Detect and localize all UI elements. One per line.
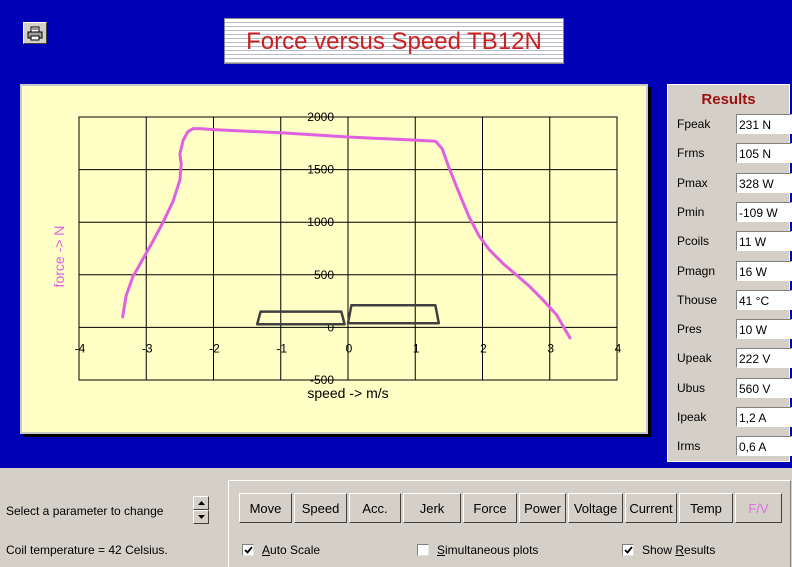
chart-title: Force versus Speed TB12N	[246, 28, 542, 55]
y-tick-label: 1000	[307, 215, 334, 229]
parameter-spinner[interactable]	[193, 496, 209, 524]
x-tick-label: -3	[142, 341, 153, 355]
checkbox-box[interactable]	[242, 544, 254, 556]
result-row-pcoils: Pcoils 11 W	[677, 231, 792, 253]
result-label: Fpeak	[677, 117, 711, 131]
arrow-up-icon	[197, 501, 205, 505]
result-value: 560 V	[736, 377, 792, 398]
arrow-down-icon	[197, 515, 205, 519]
plot-button-temp[interactable]: Temp	[679, 493, 733, 523]
result-label: Ipeak	[677, 410, 707, 424]
checkbox-label: Show Results	[642, 543, 716, 557]
parameter-label: Select a parameter to change	[6, 504, 164, 518]
result-label: Pcoils	[677, 234, 710, 249]
result-value: 16 W	[736, 260, 792, 281]
check-icon	[623, 546, 633, 554]
result-label: Irms	[677, 439, 701, 454]
x-tick-label: 3	[547, 341, 554, 355]
printer-icon	[27, 26, 43, 40]
plot-button-force[interactable]: Force	[463, 493, 517, 523]
x-tick-label: 4	[615, 341, 622, 355]
plot-type-toolbar: Move Speed Acc. Jerk Force Power Voltage Curren…	[228, 480, 791, 567]
result-label: Thouse	[677, 292, 718, 307]
results-title: Results	[701, 91, 756, 108]
result-row-pres: Pres 10 W	[677, 319, 792, 341]
result-row-irms: Irms 0,6 A	[677, 436, 792, 458]
checkbox-auto-scale[interactable]: Auto Scale	[242, 542, 320, 558]
result-value: 0,6 A	[736, 436, 792, 457]
x-tick-label: -2	[209, 341, 220, 355]
check-icon	[243, 546, 253, 554]
result-value: 231 N	[736, 114, 792, 134]
coil-temperature-label: Coil temperature = 42 Celsius.	[6, 543, 168, 557]
x-axis-label: speed -> m/s	[307, 385, 388, 401]
chart-title-box: Force versus Speed TB12N	[224, 18, 564, 64]
result-label: Pmagn	[677, 263, 716, 278]
plot-button-speed[interactable]: Speed	[294, 493, 347, 523]
result-value: 222 V	[736, 348, 792, 369]
result-row-thouse: Thouse 41 °C	[677, 289, 792, 312]
result-value: 1,2 A	[736, 407, 792, 427]
plot-button-current[interactable]: Current	[625, 493, 677, 523]
result-value: 41 °C	[736, 289, 792, 310]
result-row-ubus: Ubus 560 V	[677, 377, 792, 400]
plot-button-acc[interactable]: Acc.	[349, 493, 401, 523]
y-tick-label: 500	[314, 268, 334, 282]
result-value: 105 N	[736, 143, 792, 164]
print-button[interactable]	[23, 22, 47, 44]
plot-button-jerk[interactable]: Jerk	[403, 493, 461, 523]
result-row-ipeak: Ipeak 1,2 A	[677, 407, 792, 429]
spin-down-button[interactable]	[193, 510, 209, 524]
checkbox-label: Auto Scale	[262, 543, 321, 557]
result-value: 10 W	[736, 319, 792, 340]
result-row-pmin: Pmin -109 W	[677, 201, 792, 224]
y-tick-label: -500	[310, 373, 334, 387]
y-tick-label: 0	[327, 320, 334, 334]
results-panel: Results Fpeak 231 N Frms 105 N Pmax 328 W Pmin…	[667, 84, 792, 462]
result-value: 11 W	[736, 231, 792, 252]
x-tick-label: 2	[480, 341, 487, 355]
result-label: Pmax	[677, 175, 708, 190]
force-speed-chart: -4 -3 -2 -1 0 1 2 3 4 -500 0 500 1000 1500 2000 speed -…	[51, 110, 622, 401]
y-tick-label: 2000	[307, 110, 334, 124]
x-tick-label: 1	[413, 341, 420, 355]
plot-button-f-v[interactable]: F/V	[735, 493, 782, 523]
title-stripes	[225, 19, 563, 63]
result-row-pmagn: Pmagn 16 W	[677, 260, 792, 283]
force-speed-curve	[121, 127, 572, 340]
result-label: Upeak	[677, 351, 712, 366]
result-label: Pmin	[677, 204, 705, 219]
x-tick-label: -4	[75, 341, 86, 355]
main-blue-area: Force versus Speed TB12N -4 -3 -2 -1 0 1 2 3 4 -5…	[0, 0, 792, 468]
parameter-area: Select a parameter to change Coil temper…	[0, 480, 220, 567]
y-axis-label: force -> N	[51, 226, 67, 288]
y-tick-label: 1500	[307, 163, 334, 177]
plot-button-power[interactable]: Power	[519, 493, 566, 523]
result-value: -109 W	[736, 201, 792, 222]
result-row-frms: Frms 105 N	[677, 143, 792, 165]
checkbox-simultaneous-plots[interactable]: Simultaneous plots	[417, 542, 538, 558]
result-label: Frms	[677, 146, 705, 161]
plot-panel: -4 -3 -2 -1 0 1 2 3 4 -500 0 500 1000 1500 2000 speed -…	[20, 84, 648, 434]
result-row-pmax: Pmax 328 W	[677, 172, 792, 195]
plot-button-move[interactable]: Move	[239, 493, 292, 523]
result-label: Ubus	[677, 380, 706, 395]
checkbox-label: Simultaneous plots	[437, 543, 539, 557]
x-tick-label: -1	[276, 341, 287, 355]
result-label: Pres	[677, 322, 702, 337]
result-row-upeak: Upeak 222 V	[677, 348, 792, 370]
speed-profile-outline	[346, 304, 441, 325]
result-value: 328 W	[736, 172, 792, 193]
plot-button-voltage[interactable]: Voltage	[568, 493, 623, 523]
result-row-fpeak: Fpeak 231 N	[677, 114, 792, 136]
x-tick-label: 0	[346, 341, 353, 355]
spin-up-button[interactable]	[193, 496, 209, 510]
checkbox-box[interactable]	[417, 544, 429, 556]
checkbox-box[interactable]	[622, 544, 634, 556]
speed-profile-outline	[255, 310, 346, 326]
checkbox-show-results[interactable]: Show Results	[622, 542, 715, 558]
